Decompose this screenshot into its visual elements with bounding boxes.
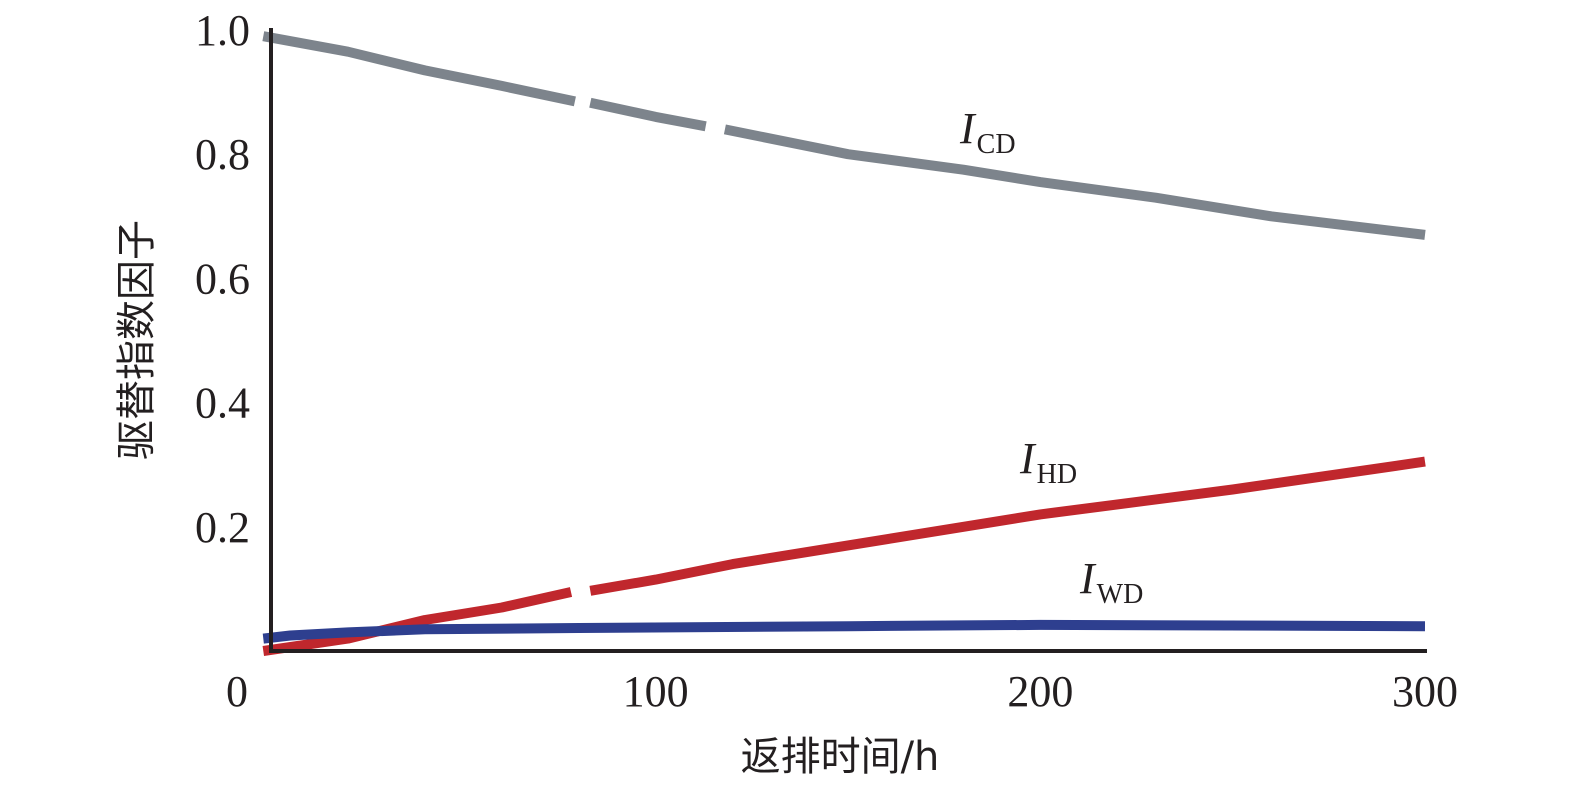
x-tick-label: 200	[1007, 667, 1073, 716]
x-tick-label: 0	[226, 667, 248, 716]
x-tick-label: 100	[623, 667, 689, 716]
series-label-ihd: IHD	[1019, 434, 1077, 490]
tick-labels: 0 100 200 300 0.2 0.4 0.6 0.8 1.0	[195, 6, 1458, 716]
y-tick-label: 1.0	[195, 6, 250, 55]
series-line-cd-segment-2	[723, 124, 1426, 240]
series-line-cd-segment-0	[262, 31, 576, 107]
series-line-hd-segment-1	[589, 456, 1426, 596]
series-label-icd: ICD	[959, 104, 1016, 160]
series-layer	[262, 31, 1426, 656]
y-tick-label: 0.2	[195, 503, 250, 552]
y-axis-label: 驱替指数因子	[114, 220, 160, 460]
y-tick-label: 0.8	[195, 130, 250, 179]
x-axis-label: 返排时间/h	[741, 734, 940, 780]
series-line-wd-segment-0	[262, 619, 1426, 644]
series-line-hd-segment-0	[262, 587, 573, 656]
y-tick-label: 0.6	[195, 254, 250, 303]
x-tick-label: 300	[1392, 667, 1458, 716]
series-label-iwd: IWD	[1079, 554, 1143, 610]
y-tick-label: 0.4	[195, 379, 250, 428]
series-line-cd-segment-1	[589, 97, 707, 132]
